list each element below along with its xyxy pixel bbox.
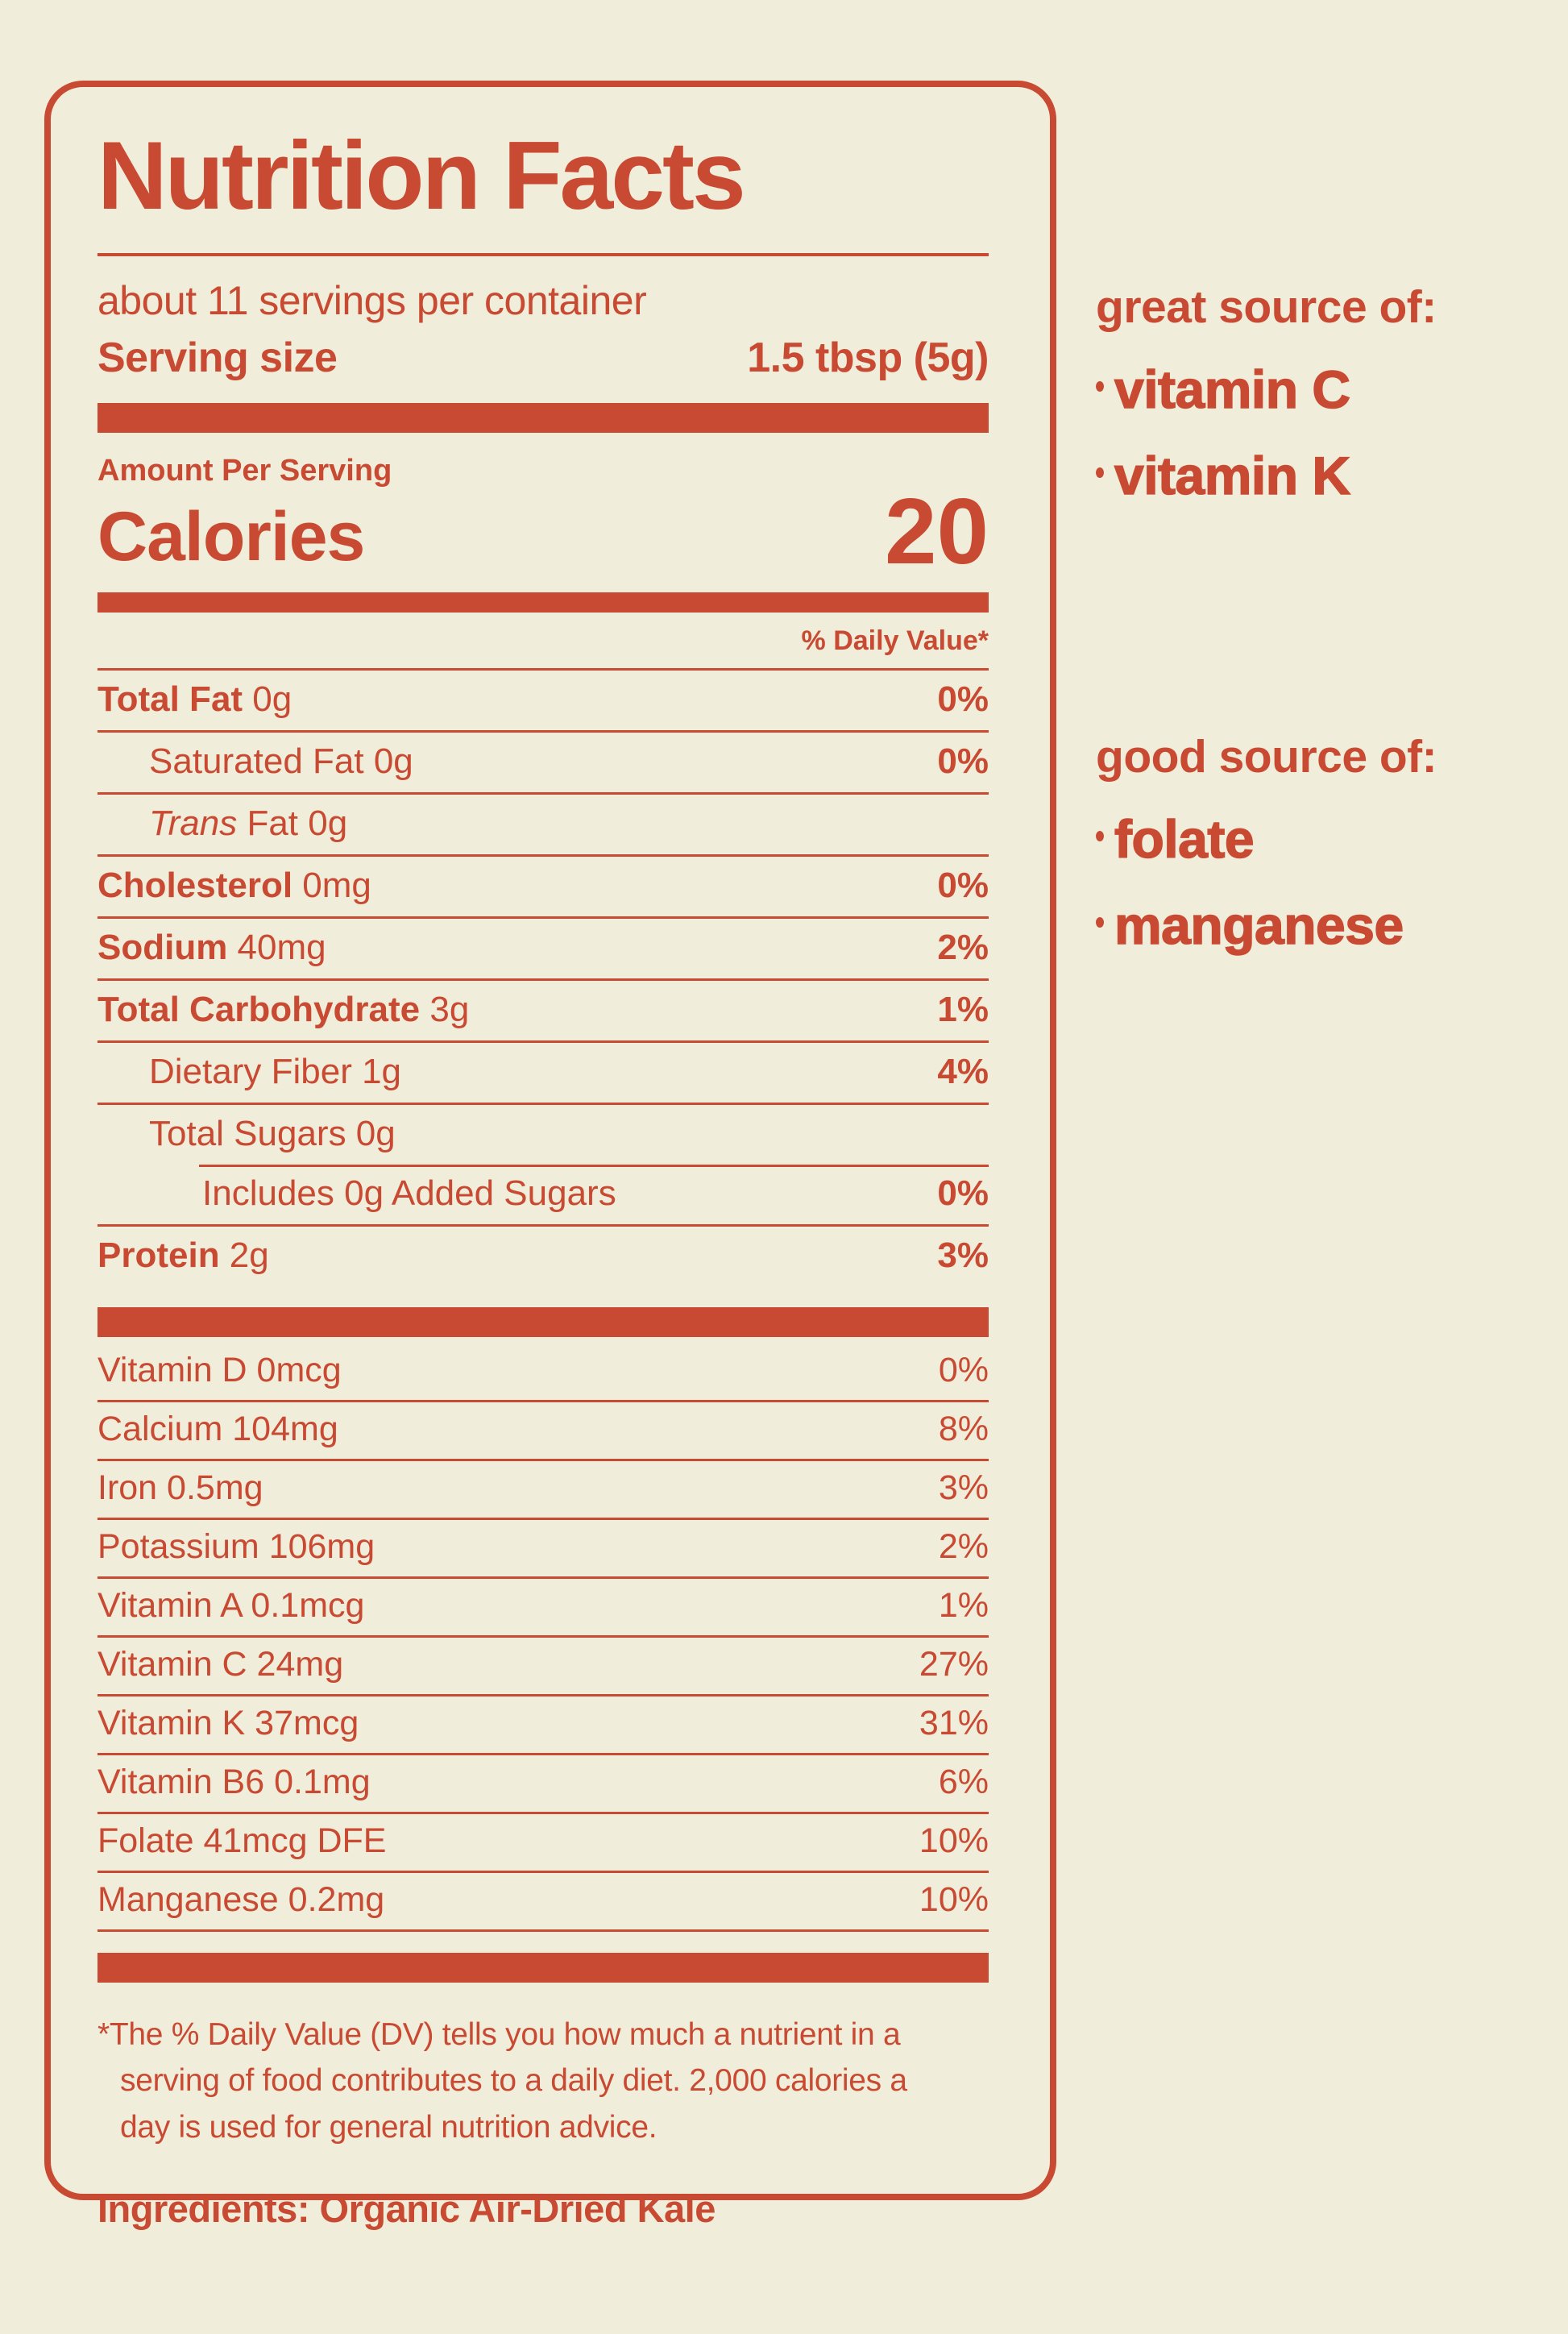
good-source-item: manganese	[1096, 883, 1547, 969]
vitamin-row: Vitamin K 37mcg 31%	[97, 1697, 989, 1755]
vitamin-row: Vitamin A 0.1mcg 1%	[97, 1579, 989, 1638]
nutrient-name: Sodium 40mg	[97, 927, 326, 967]
vitamin-daily-value: 6%	[938, 1762, 989, 1801]
section-bar-top	[97, 403, 989, 433]
vitamins-table: Vitamin D 0mcg 0% Calcium 104mg 8% Iron 0.5m…	[97, 1344, 989, 1932]
source-callouts: great source of: vitamin C vitamin K good…	[1096, 280, 1547, 969]
bullet-icon	[1096, 916, 1104, 928]
good-source-item-label: folate	[1114, 808, 1255, 869]
nutrient-daily-value: 0%	[937, 741, 989, 781]
vitamin-daily-value: 10%	[919, 1879, 989, 1919]
nutrition-facts-title: Nutrition Facts	[97, 122, 746, 230]
great-source-item: vitamin K	[1096, 433, 1547, 519]
calories-label: Calories	[97, 497, 365, 575]
vitamin-daily-value: 27%	[919, 1644, 989, 1684]
vitamin-daily-value: 31%	[919, 1703, 989, 1742]
great-source-item-label: vitamin K	[1114, 445, 1351, 505]
nutrient-name: Cholesterol 0mg	[97, 865, 371, 905]
section-bar-bottom	[97, 1952, 989, 1983]
great-source-item: vitamin C	[1096, 347, 1547, 433]
nutrient-name: Total Carbohydrate 3g	[97, 989, 470, 1029]
bullet-icon	[1096, 467, 1104, 478]
nutrient-row: Sodium 40mg 2%	[97, 916, 989, 978]
section-bar-calories	[97, 592, 989, 613]
great-source-item-label: vitamin C	[1114, 359, 1351, 419]
nutrient-daily-value: 2%	[937, 927, 989, 967]
vitamin-row: Iron 0.5mg 3%	[97, 1461, 989, 1520]
serving-size-label: Serving size	[97, 334, 338, 381]
vitamin-row: Manganese 0.2mg 10%	[97, 1873, 989, 1932]
vitamin-name: Manganese 0.2mg	[97, 1879, 385, 1919]
vitamin-name: Vitamin K 37mcg	[97, 1703, 359, 1742]
nutrient-name: Dietary Fiber 1g	[149, 1051, 402, 1091]
vitamin-name: Vitamin A 0.1mcg	[97, 1585, 365, 1625]
nutrient-name: Includes 0g Added Sugars	[202, 1173, 616, 1213]
vitamin-row: Vitamin D 0mcg 0%	[97, 1344, 989, 1402]
nutrients-table: Total Fat 0g 0% Saturated Fat 0g 0% Trans Fa…	[97, 667, 989, 1286]
ingredients-line: Ingredients: Organic Air-Dried Kale	[97, 2187, 716, 2230]
bullet-icon	[1096, 830, 1104, 841]
vitamin-row: Vitamin B6 0.1mg 6%	[97, 1755, 989, 1814]
nutrient-row: Total Sugars 0g	[97, 1102, 989, 1165]
vitamin-row: Vitamin C 24mg 27%	[97, 1638, 989, 1697]
nutrient-row: Saturated Fat 0g 0%	[97, 729, 989, 792]
nutrient-row: Cholesterol 0mg 0%	[97, 853, 989, 916]
nutrient-row: Dietary Fiber 1g 4%	[97, 1040, 989, 1103]
serving-size-value: 1.5 tbsp (5g)	[747, 334, 989, 381]
vitamin-daily-value: 10%	[919, 1821, 989, 1860]
vitamin-daily-value: 3%	[938, 1468, 989, 1507]
nutrient-daily-value: 0%	[937, 679, 989, 719]
good-source-heading: good source of:	[1096, 730, 1437, 783]
nutrient-name: Trans Fat 0g	[149, 803, 348, 843]
amount-per-serving-label: Amount Per Serving	[97, 454, 392, 488]
vitamin-name: Calcium 104mg	[97, 1409, 338, 1448]
good-source-list: folate manganese	[1096, 796, 1547, 969]
vitamin-name: Vitamin B6 0.1mg	[97, 1762, 371, 1801]
vitamin-name: Iron 0.5mg	[97, 1468, 263, 1507]
vitamin-name: Potassium 106mg	[97, 1526, 375, 1566]
vitamin-row: Potassium 106mg 2%	[97, 1520, 989, 1579]
nutrient-daily-value: 1%	[937, 989, 989, 1029]
nutrient-name: Total Sugars 0g	[149, 1113, 396, 1153]
vitamin-daily-value: 8%	[938, 1409, 989, 1448]
good-source-item: folate	[1096, 796, 1547, 883]
nutrient-name: Saturated Fat 0g	[149, 741, 413, 781]
nutrient-row: Trans Fat 0g	[97, 791, 989, 854]
nutrient-row: Protein 2g 3%	[97, 1223, 989, 1286]
nutrient-row: Includes 0g Added Sugars 0%	[97, 1164, 989, 1224]
vitamin-name: Vitamin D 0mcg	[97, 1350, 342, 1389]
nutrition-facts-panel: Nutrition Facts about 11 servings per co…	[44, 81, 1056, 2230]
nutrient-daily-value: 0%	[937, 865, 989, 905]
vitamin-daily-value: 1%	[938, 1585, 989, 1625]
nutrient-daily-value: 0%	[937, 1173, 989, 1213]
serving-size-row: Serving size 1.5 tbsp (5g)	[97, 334, 989, 382]
vitamin-daily-value: 2%	[938, 1526, 989, 1566]
nutrient-daily-value: 3%	[937, 1235, 989, 1275]
good-source-item-label: manganese	[1114, 895, 1404, 955]
footnote-asterisk: *	[97, 2016, 110, 2052]
nutrient-daily-value: 4%	[937, 1051, 989, 1091]
vitamin-name: Folate 41mcg DFE	[97, 1821, 387, 1860]
daily-value-footnote: *The % Daily Value (DV) tells you how mu…	[97, 2012, 952, 2151]
calories-value: 20	[884, 479, 989, 584]
vitamin-row: Folate 41mcg DFE 10%	[97, 1814, 989, 1873]
nutrient-row: Total Fat 0g 0%	[97, 667, 989, 730]
great-source-list: vitamin C vitamin K	[1096, 347, 1547, 519]
nutrient-row: Total Carbohydrate 3g 1%	[97, 978, 989, 1040]
title-divider	[97, 253, 989, 256]
nutrient-name: Total Fat 0g	[97, 679, 292, 719]
bullet-icon	[1096, 380, 1104, 392]
great-source-heading: great source of:	[1096, 281, 1437, 333]
footnote-text: The % Daily Value (DV) tells you how muc…	[109, 2016, 907, 2145]
section-bar-protein	[97, 1306, 989, 1337]
calories-row: Calories 20	[97, 479, 989, 584]
servings-per-container: about 11 servings per container	[97, 278, 647, 323]
vitamin-daily-value: 0%	[938, 1350, 989, 1389]
daily-value-header: % Daily Value*	[801, 625, 989, 656]
vitamin-row: Calcium 104mg 8%	[97, 1402, 989, 1461]
vitamin-name: Vitamin C 24mg	[97, 1644, 344, 1684]
nutrient-name: Protein 2g	[97, 1235, 269, 1275]
